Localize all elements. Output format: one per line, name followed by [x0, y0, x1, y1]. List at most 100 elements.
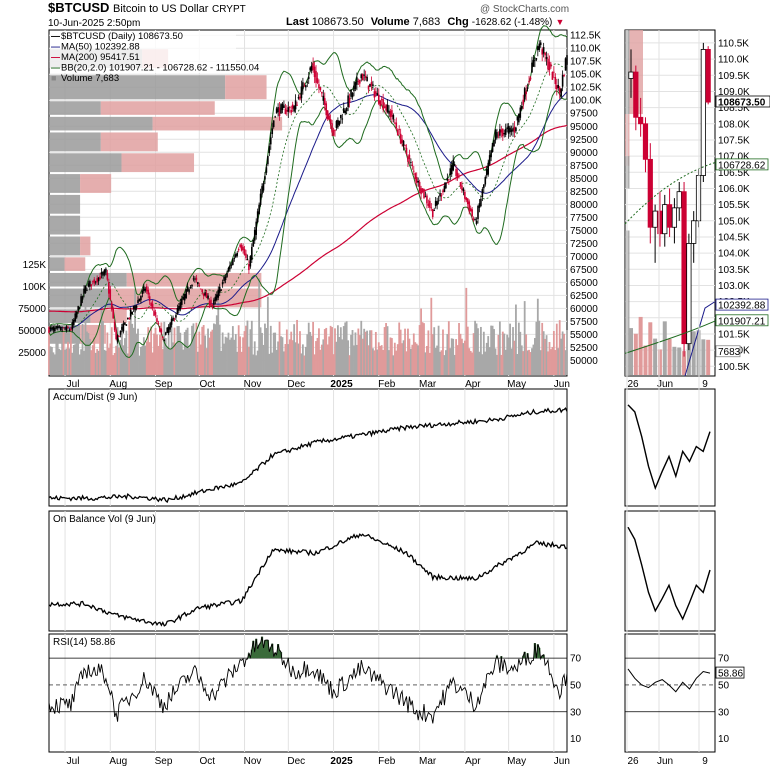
- volume-bar: [304, 346, 307, 375]
- volume-bar: [555, 323, 558, 375]
- volume-bar: [242, 337, 244, 375]
- candle-body: [58, 326, 61, 328]
- accum-dist-label: Accum/Dist (9 Jun): [53, 392, 137, 403]
- candle-body: [520, 106, 523, 110]
- candle-body: [316, 78, 319, 83]
- candle-body: [334, 130, 336, 132]
- volume-bar: [226, 337, 228, 375]
- volume-bar: [199, 344, 202, 375]
- candle-body: [434, 200, 437, 207]
- volume-bar: [192, 323, 195, 375]
- legend-ma50: MA(50) 102392.88: [61, 42, 140, 53]
- zoom-x-tick-label: 9: [702, 379, 708, 390]
- price-y-tick-label: 50000: [570, 356, 598, 367]
- candle-body: [351, 92, 354, 98]
- candle-body: [164, 332, 167, 335]
- candle-body: [553, 71, 555, 73]
- candle-body: [494, 129, 497, 141]
- rsi-value-tag: 58.86: [718, 669, 743, 680]
- volume-bar: [529, 352, 532, 375]
- symbol-name: Bitcoin to US Dollar: [113, 3, 209, 15]
- candle-body: [94, 281, 97, 283]
- volume-profile-bar-down: [100, 101, 215, 115]
- candle-body: [122, 323, 125, 332]
- candle-body: [477, 206, 479, 220]
- candle-body: [138, 298, 141, 302]
- volume-bar: [490, 325, 493, 375]
- candle-body: [287, 107, 290, 112]
- zoom-volume-bar: [653, 338, 658, 375]
- volume-bar: [264, 323, 266, 375]
- bottom-x-tick-label: Dec: [287, 756, 305, 767]
- candle-body: [129, 309, 132, 317]
- zoom-y-tick-label: 109.0K: [718, 87, 750, 98]
- volume-profile-bar-up: [49, 101, 101, 115]
- candle-body: [450, 164, 453, 175]
- volume-bar: [485, 342, 488, 375]
- zoom-y-tick-label: 110.0K: [718, 55, 749, 66]
- volume-bar: [134, 289, 136, 375]
- volume-bar: [301, 344, 304, 375]
- volume-bar: [119, 339, 122, 375]
- bollinger-middle-line: [48, 63, 568, 333]
- volume-bar: [414, 342, 417, 375]
- volume-value: 7,683: [412, 16, 441, 28]
- volume-bar: [77, 327, 80, 375]
- accum-dist-panel-zoom-frame: [624, 388, 716, 507]
- volume-bar: [325, 327, 328, 375]
- volume-bar: [420, 308, 422, 375]
- candle-body: [340, 114, 342, 119]
- volume-bar: [409, 348, 412, 375]
- candle-body: [490, 150, 492, 158]
- volume-bar: [240, 351, 243, 375]
- candle-body: [506, 127, 508, 129]
- volume-bar: [332, 354, 335, 375]
- candle-body: [147, 289, 150, 295]
- candle-body: [402, 140, 405, 146]
- candle-body: [529, 77, 532, 80]
- candle-body: [106, 272, 109, 280]
- volume-bar: [239, 336, 242, 375]
- candle-body: [431, 209, 434, 218]
- volume-bar: [532, 344, 535, 375]
- volume-bar: [271, 352, 274, 375]
- legend-volume-marker: ■: [51, 73, 56, 83]
- candle-body: [290, 109, 293, 113]
- candle-body: [383, 106, 386, 108]
- candle-body: [361, 73, 364, 81]
- volume-bar: [550, 349, 552, 375]
- candle-body: [126, 318, 129, 320]
- candle-body: [326, 110, 329, 120]
- volume-bar: [316, 337, 319, 375]
- volume-bar: [424, 352, 427, 375]
- volume-bar: [55, 334, 58, 375]
- zoom-value-tag-box: [715, 158, 769, 171]
- rsi-overbought-fill: [275, 654, 278, 659]
- bottom-x-tick-label: Jun: [554, 756, 570, 767]
- candle-body: [382, 99, 384, 110]
- candle-body: [386, 104, 389, 112]
- volume-axis-label: 75000: [18, 304, 46, 315]
- volume-bar: [236, 351, 239, 375]
- candle-body: [121, 326, 123, 330]
- volume-bar: [183, 332, 186, 375]
- zoom-rsi-y-tick-label: 70: [718, 654, 730, 665]
- volume-bar: [186, 327, 189, 375]
- candle-body: [255, 221, 257, 235]
- rsi-overbought-fill: [252, 640, 255, 659]
- volume-bar: [118, 347, 120, 375]
- candle-body: [65, 326, 68, 332]
- volume-bar: [131, 323, 134, 375]
- volume-bar: [290, 331, 293, 375]
- rsi-overbought-fill: [536, 644, 539, 659]
- accum-dist-panel-frame: [48, 388, 568, 507]
- candle-body: [449, 168, 452, 175]
- candle-body: [297, 97, 300, 99]
- bottom-x-tick-label: Mar: [419, 756, 437, 767]
- candle-body: [51, 327, 53, 329]
- candle-body: [269, 137, 272, 145]
- volume-profile-bar-down: [90, 309, 127, 323]
- candle-body: [412, 170, 415, 172]
- candle-body: [554, 77, 557, 85]
- volume-bar: [516, 353, 519, 375]
